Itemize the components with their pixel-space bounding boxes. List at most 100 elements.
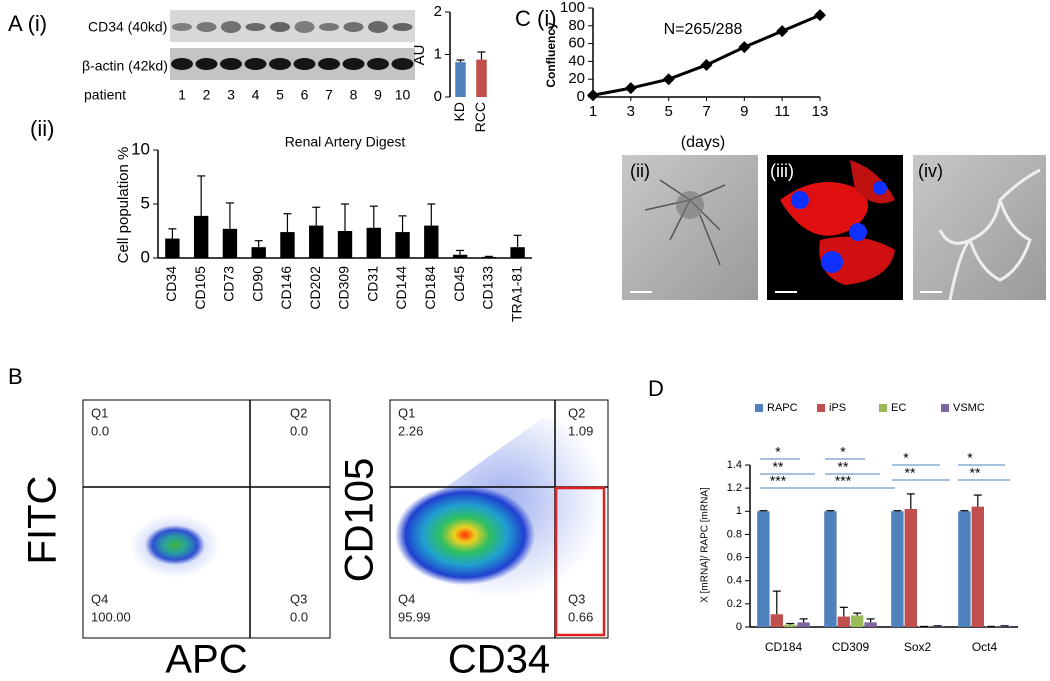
x-tick-label: CD309 — [336, 266, 352, 310]
micrograph — [913, 155, 1046, 301]
y-axis-label: Confluency — [544, 22, 558, 88]
quadrant-value: 95.99 — [398, 609, 431, 624]
bar — [510, 247, 525, 258]
lane-label: 7 — [325, 87, 333, 103]
band — [196, 22, 217, 32]
quadrant-name: Q1 — [398, 405, 415, 420]
y-tick-label: 0.4 — [727, 575, 742, 587]
x-tick-label: CD184 — [422, 266, 438, 310]
y-tick-label: 20 — [568, 70, 585, 87]
x-tick-label: 11 — [774, 103, 790, 120]
bar — [455, 62, 466, 97]
lane-label: 2 — [203, 87, 211, 103]
y-tick-label: 10 — [131, 139, 150, 158]
quadrant-value: 0.0 — [290, 609, 308, 624]
bar — [395, 232, 410, 258]
quadrant-name: Q3 — [290, 591, 307, 606]
significance: ** — [773, 459, 784, 475]
x-axis-label: (days) — [681, 134, 725, 151]
x-tick-label: 7 — [702, 103, 710, 120]
bar — [797, 622, 810, 627]
x-tick-label: Oct4 — [972, 640, 998, 654]
legend-label: VSMC — [953, 402, 985, 414]
y-tick-label: 40 — [568, 52, 585, 69]
x-tick-label: 5 — [664, 103, 672, 120]
legend-label: iPS — [829, 402, 846, 414]
bar — [837, 616, 850, 627]
legend-label: RAPC — [767, 402, 798, 414]
band — [392, 23, 413, 31]
legend-label: EC — [891, 402, 906, 414]
quadrant-name: Q4 — [91, 591, 108, 606]
bar — [481, 256, 497, 258]
flow-plot — [82, 399, 331, 639]
y-tick-label: 0 — [577, 88, 585, 105]
y-tick-label: 0.6 — [727, 551, 742, 563]
blot-bands — [171, 21, 414, 70]
bar — [958, 511, 971, 627]
x-tick-label: 3 — [627, 103, 635, 120]
chart-title: Renal Artery Digest — [285, 134, 406, 150]
band — [293, 58, 316, 70]
band — [269, 58, 291, 70]
lane-label: 5 — [276, 87, 284, 103]
flow-plot — [389, 399, 609, 639]
significance: * — [967, 450, 973, 466]
x-tick-label: CD34 — [163, 266, 179, 302]
quadrant-value: 0.0 — [290, 423, 308, 438]
legend-swatch — [941, 404, 949, 412]
x-tick-label: 13 — [812, 103, 829, 120]
bar — [337, 231, 353, 258]
y-tick-label: 1 — [736, 505, 742, 517]
y-tick-label: 5 — [141, 193, 150, 212]
point — [587, 89, 599, 102]
bar — [770, 614, 783, 627]
bar — [824, 511, 837, 627]
y-tick-label: 0.2 — [727, 598, 742, 610]
bar — [971, 506, 984, 627]
x-tick-label: CD105 — [192, 266, 208, 310]
x-tick-label: CD146 — [278, 266, 294, 310]
quadrant-value: 0.0 — [91, 423, 109, 438]
band — [221, 21, 241, 33]
x-tick-label: KD — [451, 102, 467, 121]
bar — [891, 511, 904, 627]
y-tick-label: 2 — [434, 3, 442, 20]
y-tick-label: 1.4 — [727, 459, 742, 471]
band — [294, 21, 315, 33]
point — [738, 41, 751, 54]
quadrant-value: 2.26 — [398, 423, 423, 438]
significance: ** — [905, 465, 916, 481]
blot-label: β-actin (42kd) — [82, 58, 168, 74]
bar — [366, 227, 381, 258]
band — [220, 58, 242, 70]
band — [342, 58, 365, 70]
micrograph — [622, 155, 758, 300]
band — [367, 58, 389, 70]
y-tick-label: 0 — [141, 247, 150, 266]
y-axis-label: AU — [411, 45, 428, 66]
x-tick-label: CD90 — [249, 266, 265, 302]
significance: * — [903, 450, 909, 466]
x-axis-label: CD34 — [448, 638, 550, 681]
band — [391, 58, 414, 70]
lane-label: 6 — [301, 87, 309, 103]
x-tick-label: TRA1-81 — [508, 266, 524, 322]
bar — [476, 59, 487, 97]
x-tick-label: CD133 — [480, 266, 496, 310]
quadrant-name: Q2 — [568, 405, 585, 420]
panel-label: D — [648, 376, 664, 401]
bar — [904, 508, 917, 627]
significance: * — [840, 444, 846, 460]
blot-label: patient — [84, 87, 126, 103]
x-tick-label: CD31 — [364, 266, 380, 302]
x-axis-label: APC — [165, 638, 247, 681]
y-tick-label: 80 — [568, 17, 585, 34]
quadrant-name: Q1 — [91, 405, 108, 420]
y-tick-label: 1.2 — [727, 482, 742, 494]
legend-swatch — [817, 404, 825, 412]
y-axis-label: X [mRNA]/ RAPC [mRNA] — [700, 487, 711, 603]
x-tick-label: 1 — [589, 103, 597, 120]
x-tick-label: RCC — [472, 102, 488, 132]
significance: *** — [835, 473, 852, 489]
